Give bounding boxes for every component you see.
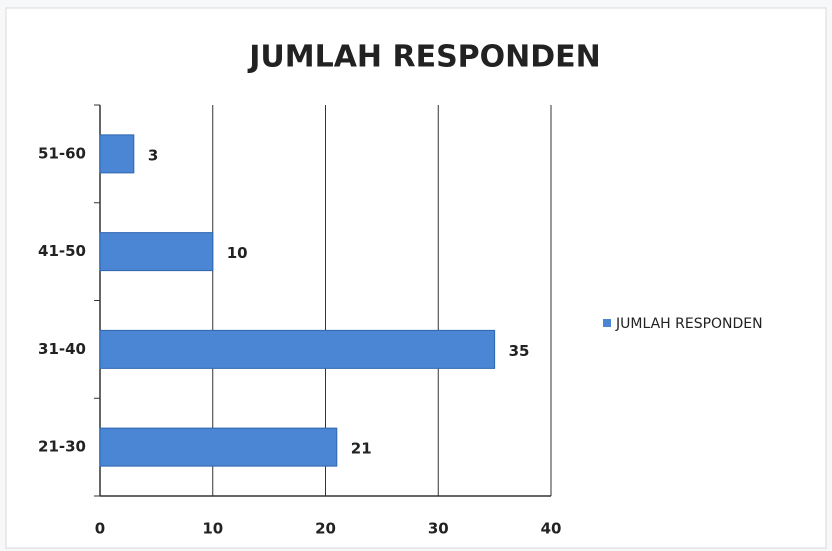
y-tick-label: 41-50 xyxy=(38,242,86,260)
data-label: 3 xyxy=(148,146,158,164)
data-label: 35 xyxy=(509,342,530,360)
bar xyxy=(99,329,496,369)
bar xyxy=(99,427,338,467)
bar xyxy=(99,232,214,272)
y-tick-label: 51-60 xyxy=(38,144,86,162)
y-tick-label: 21-30 xyxy=(38,438,86,456)
x-tick-label: 20 xyxy=(315,520,336,538)
chart-title: JUMLAH RESPONDEN xyxy=(247,40,601,75)
y-tick-label: 31-40 xyxy=(38,340,86,358)
bar xyxy=(99,134,135,174)
chart-frame xyxy=(5,7,827,549)
legend-label: JUMLAH RESPONDEN xyxy=(615,316,763,332)
legend-swatch xyxy=(603,319,611,327)
x-tick-label: 30 xyxy=(428,520,449,538)
x-tick-label: 0 xyxy=(95,520,105,538)
x-tick-label: 40 xyxy=(541,520,562,538)
data-label: 10 xyxy=(227,244,248,262)
x-tick-label: 10 xyxy=(202,520,223,538)
data-label: 21 xyxy=(351,440,372,458)
